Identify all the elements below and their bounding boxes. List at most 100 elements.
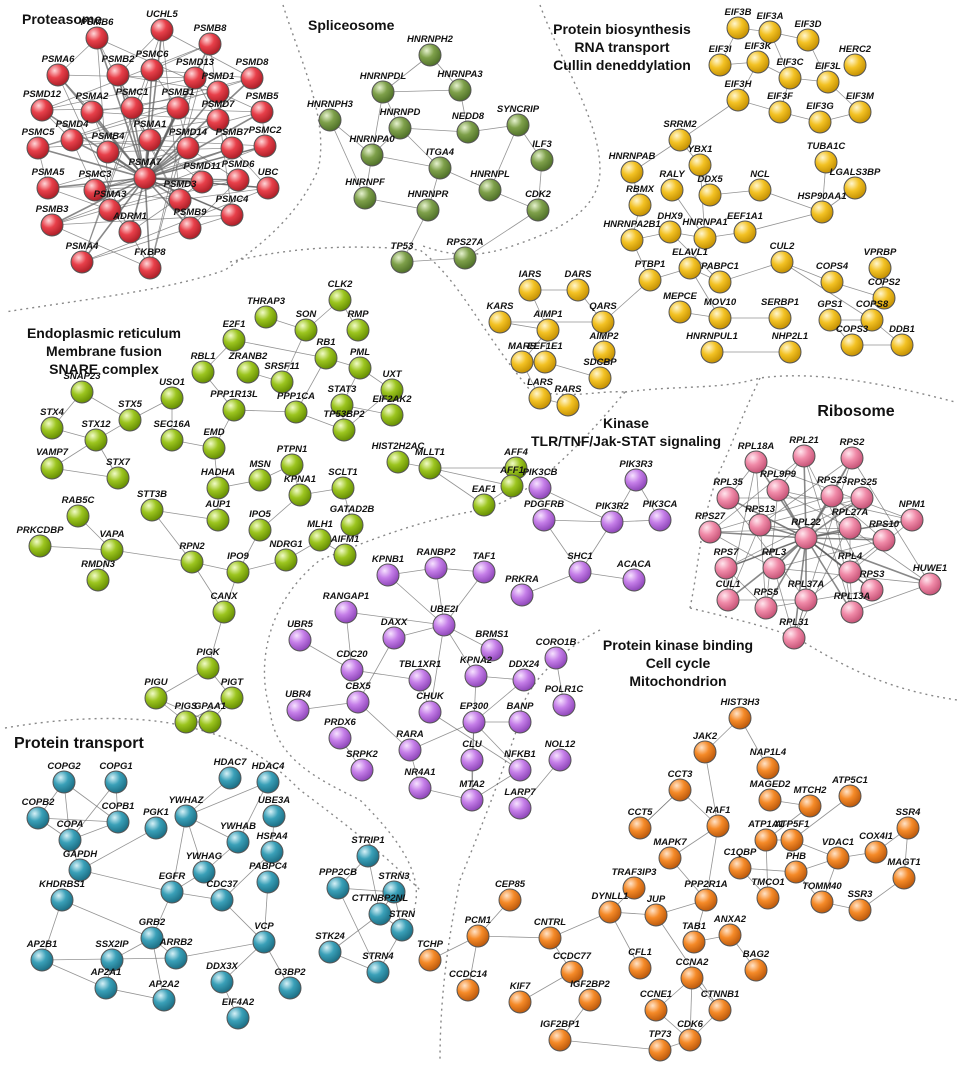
node-circle xyxy=(682,930,706,954)
node-label: PRKRA xyxy=(505,574,539,585)
protein-node: ATP5C1 xyxy=(831,775,868,808)
protein-node: GRB2 xyxy=(139,917,166,950)
node-label: ACACA xyxy=(616,559,651,570)
node-label: ATP5C1 xyxy=(831,775,868,786)
node-circle xyxy=(366,960,390,984)
protein-node: TAB1 xyxy=(682,921,706,954)
protein-node: CORO1B xyxy=(536,637,577,670)
protein-node: VAMP7 xyxy=(36,447,69,480)
protein-node: PSMA2 xyxy=(76,91,109,124)
protein-node: COPS3 xyxy=(836,324,869,357)
node-label: AIMP2 xyxy=(588,331,619,342)
interaction-edge xyxy=(759,497,863,526)
node-label: CUL1 xyxy=(716,579,741,590)
protein-node: PSMD11 xyxy=(183,161,221,194)
node-circle xyxy=(762,556,786,580)
protein-node: DARS xyxy=(565,269,592,302)
node-circle xyxy=(40,416,64,440)
protein-node: RPN2 xyxy=(179,541,205,574)
protein-node: LARS xyxy=(527,377,554,410)
interaction-edge xyxy=(793,537,807,639)
node-label: HNRNPL xyxy=(470,169,510,180)
interaction-edge xyxy=(727,524,761,601)
node-circle xyxy=(536,318,560,342)
node-circle xyxy=(868,256,892,280)
node-label: UBR4 xyxy=(285,689,312,700)
protein-node: RPL31 xyxy=(779,617,809,650)
node-label: CDK2 xyxy=(525,189,552,200)
protein-node: RPS7 xyxy=(714,547,739,580)
node-label: MARS xyxy=(508,341,537,352)
node-circle xyxy=(770,250,794,274)
node-circle xyxy=(380,403,404,427)
node-label: DDX5 xyxy=(697,174,723,185)
node-circle xyxy=(460,748,484,772)
node-label: IPO5 xyxy=(249,509,271,520)
node-circle xyxy=(508,796,532,820)
interaction-edge xyxy=(803,455,853,613)
node-label: RPL35 xyxy=(713,477,743,488)
cluster-title-kinase: TLR/TNF/Jak-STAT signaling xyxy=(531,433,721,449)
node-label: PPP2CB xyxy=(319,867,357,878)
node-label: CORO1B xyxy=(536,637,577,648)
node-circle xyxy=(288,628,312,652)
protein-node: EIF4A2 xyxy=(222,997,255,1030)
protein-node: KIF7 xyxy=(508,981,532,1014)
node-label: RBMX xyxy=(626,184,655,195)
node-label: RPS23 xyxy=(817,475,848,486)
node-label: DDX24 xyxy=(509,659,540,670)
node-label: MAGED2 xyxy=(750,779,791,790)
protein-node: ILF3 xyxy=(530,139,554,172)
protein-node: SNAP23 xyxy=(64,371,101,404)
node-circle xyxy=(218,766,242,790)
cluster-title-transport: Protein transport xyxy=(14,735,144,752)
protein-node: RAF1 xyxy=(706,805,730,838)
protein-node: EEF1E1 xyxy=(527,341,563,374)
interaction-edge xyxy=(464,209,539,259)
protein-node: THRAP3 xyxy=(247,296,286,329)
node-label: STX7 xyxy=(106,457,130,468)
protein-node: JAK2 xyxy=(693,731,718,764)
protein-node: PABPC1 xyxy=(701,261,739,294)
node-circle xyxy=(360,143,384,167)
node-circle xyxy=(250,100,274,124)
protein-node: RPL37A xyxy=(788,579,824,612)
node-label: SSR4 xyxy=(896,807,922,818)
protein-node: CCDC77 xyxy=(553,951,592,984)
protein-node: HNRNPA2B1 xyxy=(603,219,661,252)
node-circle xyxy=(424,556,448,580)
node-circle xyxy=(106,63,130,87)
node-label: STK24 xyxy=(315,931,345,942)
node-label: PIK3R2 xyxy=(595,501,629,512)
node-circle xyxy=(533,350,557,374)
protein-node: STRN3 xyxy=(378,871,410,904)
interaction-edge xyxy=(382,89,461,93)
protein-node: HIST3H3 xyxy=(720,697,760,730)
node-label: UBR5 xyxy=(287,619,314,630)
interaction-edge xyxy=(51,224,151,269)
node-label: PIGS xyxy=(175,701,198,712)
node-label: RPS27 xyxy=(695,511,726,522)
node-label: STT3B xyxy=(137,489,167,500)
interaction-edge xyxy=(69,781,117,841)
node-circle xyxy=(714,556,738,580)
node-label: EIF3L xyxy=(815,61,841,72)
node-label: CCDC14 xyxy=(449,969,488,980)
cluster-title-er: SNARE complex xyxy=(49,361,159,377)
node-label: RANGAP1 xyxy=(323,591,369,602)
node-label: SERBP1 xyxy=(761,297,799,308)
node-label: COPB1 xyxy=(102,801,135,812)
interaction-edge xyxy=(805,537,885,541)
node-label: RPN2 xyxy=(179,541,205,552)
protein-node: ANXA2 xyxy=(713,914,747,947)
node-label: ILF3 xyxy=(532,139,552,150)
node-label: RMDN3 xyxy=(81,559,115,570)
interaction-edge xyxy=(371,154,441,169)
interaction-edge xyxy=(805,537,931,585)
protein-node: MTCH2 xyxy=(794,785,827,818)
node-circle xyxy=(226,168,250,192)
protein-node: C1QBP xyxy=(724,847,757,880)
protein-node: SCLT1 xyxy=(328,467,358,500)
protein-node: AP2A2 xyxy=(148,979,180,1012)
node-label: PIGT xyxy=(221,677,244,688)
